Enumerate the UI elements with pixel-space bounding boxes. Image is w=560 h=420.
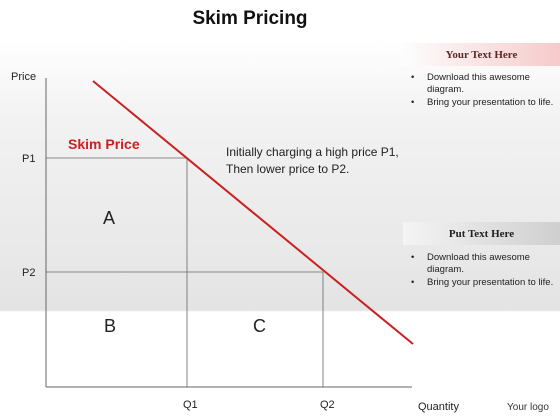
panel-bullets-bottom: Download this awesome diagram. Bring you…: [400, 252, 558, 290]
y-axis-label: Price: [11, 71, 36, 83]
bullet-item: Download this awesome diagram.: [400, 72, 558, 96]
bullet-item: Download this awesome diagram.: [400, 252, 558, 276]
page-title: Skim Pricing: [192, 8, 308, 29]
panel-header-your-text: Your Text Here: [403, 43, 560, 66]
skim-price-label: Skim Price: [68, 136, 140, 152]
panel-header-put-text: Put Text Here: [403, 222, 560, 245]
region-a-label: A: [103, 208, 115, 228]
skim-price-curve: [92, 80, 414, 345]
x-axis-label: Quantity: [418, 401, 459, 413]
annotation-line-1: Initially charging a high price P1,: [226, 145, 399, 159]
p1-label: P1: [22, 153, 35, 165]
q2-label: Q2: [320, 399, 335, 411]
q1-label: Q1: [183, 399, 198, 411]
logo-text: Your logo: [507, 402, 549, 413]
region-b-label: B: [104, 316, 116, 336]
bullet-item: Bring your presentation to life.: [400, 277, 558, 289]
panel-bullets-top: Download this awesome diagram. Bring you…: [400, 72, 558, 110]
annotation-line-2: Then lower price to P2.: [226, 162, 349, 176]
bullet-item: Bring your presentation to life.: [400, 97, 558, 109]
region-c-label: C: [253, 316, 266, 336]
p2-label: P2: [22, 267, 35, 279]
